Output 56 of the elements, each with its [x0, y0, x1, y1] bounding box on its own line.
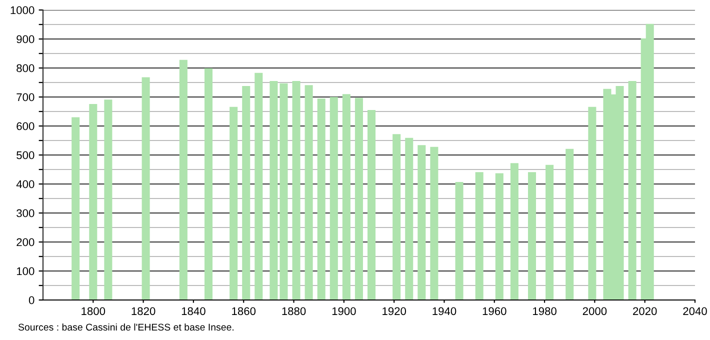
bar [367, 110, 376, 300]
y-tick-label: 300 [16, 209, 34, 218]
bar [270, 81, 278, 300]
bar [392, 134, 401, 300]
x-tick-label: 1880 [282, 307, 306, 316]
x-tick-label: 1820 [132, 307, 156, 316]
bar [72, 117, 80, 300]
bar [528, 172, 536, 300]
bar [280, 83, 288, 300]
x-tick-label: 1800 [82, 307, 106, 316]
y-tick-label: 900 [16, 35, 34, 44]
bar [204, 68, 213, 300]
y-tick-label: 400 [16, 180, 34, 188]
bar [546, 164, 554, 300]
bar [405, 138, 414, 300]
y-tick-label: 200 [16, 238, 34, 246]
x-tick-label: 1940 [432, 307, 456, 316]
bar [104, 100, 112, 300]
bar [475, 172, 484, 300]
bar [292, 81, 300, 300]
x-tick-label: 2040 [683, 307, 707, 316]
x-tick-label: 2000 [582, 307, 607, 316]
bar [566, 148, 574, 300]
y-tick-label: 500 [16, 151, 34, 160]
bar [354, 98, 363, 300]
x-tick-label: 1920 [382, 307, 406, 316]
y-tick-label: 100 [16, 267, 34, 276]
y-tick-label: 600 [16, 122, 34, 130]
bar [418, 145, 426, 300]
bar [330, 97, 338, 300]
bar [510, 163, 518, 300]
bar [254, 72, 263, 300]
bar [304, 85, 313, 300]
x-tick-label: 1960 [482, 307, 506, 316]
y-tick-label: 700 [16, 93, 34, 102]
y-tick-label: 800 [16, 64, 34, 72]
bar [242, 86, 250, 300]
bar [342, 94, 350, 300]
y-tick-label: 1000 [10, 6, 34, 14]
x-tick-label: 1860 [232, 307, 256, 316]
x-tick-label: 1900 [332, 307, 356, 316]
bar [628, 81, 636, 300]
bar [179, 60, 188, 300]
x-tick-label: 1840 [182, 307, 206, 316]
x-tick-label: 2020 [633, 307, 657, 316]
source-note: Sources : base Cassini de l'EHESS et base Insee. [18, 323, 234, 331]
bar [230, 106, 238, 300]
bar [89, 104, 98, 300]
bar [495, 173, 504, 300]
bar [317, 98, 326, 300]
x-tick-label: 1980 [533, 307, 556, 316]
bar [588, 106, 596, 300]
bar [142, 77, 150, 300]
bar [430, 146, 438, 300]
y-tick-label: 0 [28, 296, 34, 304]
bar [455, 182, 464, 300]
